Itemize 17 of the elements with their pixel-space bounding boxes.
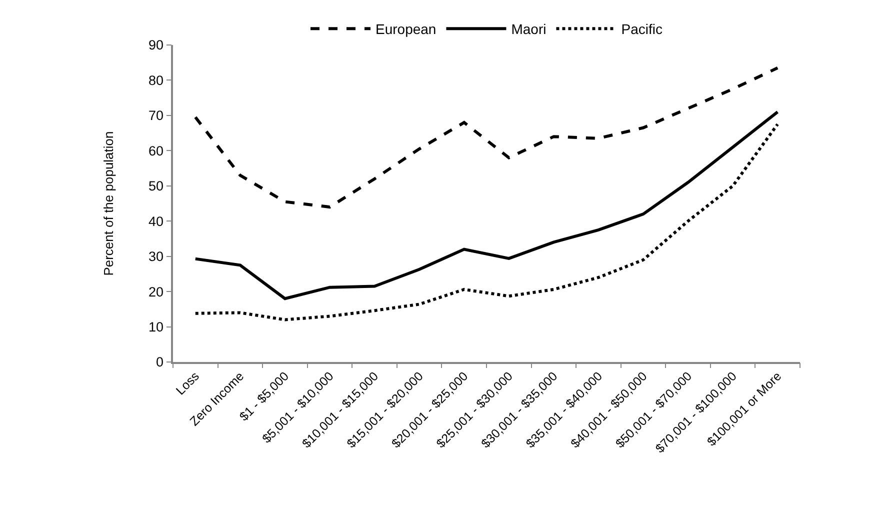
line-series — [194, 110, 780, 300]
line-series — [194, 66, 780, 209]
legend-label: European — [376, 21, 436, 38]
y-tick-label: 20 — [148, 284, 164, 300]
y-tick-label: 40 — [148, 214, 164, 229]
y-tick-label: 10 — [148, 320, 164, 335]
line-series — [194, 122, 780, 322]
y-tick-label: 70 — [148, 108, 164, 124]
y-tick-label: 80 — [148, 72, 164, 88]
y-tick-label: 30 — [148, 249, 164, 264]
y-tick-label: 90 — [148, 38, 164, 53]
y-tick-label: 0 — [156, 354, 164, 370]
legend-label: Maori — [511, 21, 546, 38]
y-tick-label: 50 — [148, 178, 164, 194]
y-tick-label: 60 — [148, 143, 164, 158]
y-axis-title: Percent of the population — [100, 131, 116, 276]
legend-label: Pacific — [621, 21, 662, 38]
